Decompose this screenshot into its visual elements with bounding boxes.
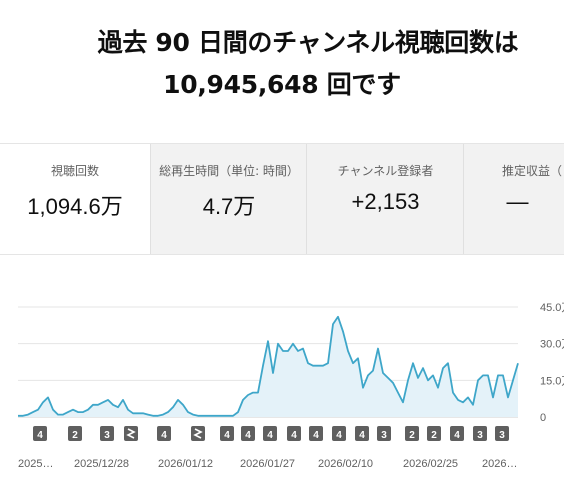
event-marker-count: 4 [245,430,251,441]
tab-views[interactable]: 視聴回数 1,094.6万 [0,144,150,254]
event-marker [263,426,277,441]
y-tick-label: 15.0万 [540,375,564,387]
x-tick-label: 2025/12/28 [74,458,129,470]
event-marker-count: 2 [72,430,78,441]
tab-views-value: 1,094.6万 [27,194,123,219]
x-tick-label: 2026… [482,458,517,470]
event-marker-count: 4 [454,430,460,441]
event-marker [377,426,391,441]
event-marker [68,426,82,441]
x-tick-label: 2026/02/25 [403,458,458,470]
y-tick-label: 30.0万 [540,339,564,351]
event-marker [100,426,114,441]
x-tick-label: 2026/02/10 [318,458,373,470]
event-marker-count: 3 [499,430,505,441]
event-marker [241,426,255,441]
tab-subscribers-label: チャンネル登録者 [337,164,434,178]
tab-watch-time[interactable]: 総再生時間（単位: 時間） 4.7万 [150,144,307,254]
x-tick-label: 2025… [18,458,53,470]
event-marker [157,426,171,441]
tab-subscribers[interactable]: チャンネル登録者 +2,153 [306,144,464,254]
tab-revenue-label: 推定収益（ [502,164,563,178]
event-marker [355,426,369,441]
shorts-icon [193,428,203,439]
event-marker-count: 4 [336,430,342,441]
event-marker [332,426,346,441]
event-marker-count: 4 [161,430,167,441]
shorts-icon [126,428,136,439]
y-tick-label: 45.0万 [540,302,564,314]
event-marker-count: 4 [224,430,230,441]
event-marker [405,426,419,441]
series-line [18,315,519,417]
event-marker-count: 4 [267,430,273,441]
event-marker-count: 2 [431,430,437,441]
tab-views-label: 視聴回数 [50,164,99,178]
metric-tabs: 視聴回数 1,094.6万 総再生時間（単位: 時間） 4.7万 チャンネル登録… [0,143,564,255]
series-area [18,316,518,417]
tab-subscribers-value: +2,153 [351,189,420,214]
tab-revenue-value: — [506,189,529,214]
event-marker [450,426,464,441]
channel-views-headline: 過去 90 日間のチャンネル視聴回数は 10,945,648 回です [0,22,564,106]
x-tick-label: 2026/01/27 [240,458,295,470]
event-marker-count: 4 [313,430,319,441]
tab-estimated-revenue[interactable]: 推定収益（ — [463,144,564,254]
event-marker-count: 4 [37,430,43,441]
y-tick-label: 0 [540,412,546,424]
event-marker [427,426,441,441]
event-marker-count: 2 [409,430,415,441]
headline-line-2: 10,945,648 回です [163,70,401,99]
event-marker-count: 4 [359,430,365,441]
event-marker [495,426,509,441]
views-chart: 45.0万 30.0万 15.0万 0 4 2 3 4 4 4 4 4 4 4 4 3 2 2 4 3 3 2025… 20… [18,302,564,470]
event-marker-count: 4 [291,430,297,441]
event-marker [473,426,487,441]
event-marker [33,426,47,441]
headline-line-1: 過去 90 日間のチャンネル視聴回数は [97,28,519,57]
event-marker-count: 3 [381,430,387,441]
event-marker-count: 3 [477,430,483,441]
event-marker [287,426,301,441]
x-tick-label: 2026/01/12 [158,458,213,470]
event-marker [220,426,234,441]
tab-watch-time-label: 総再生時間（単位: 時間） [159,164,299,178]
tab-watch-time-value: 4.7万 [202,194,256,219]
event-marker [309,426,323,441]
event-marker-count: 3 [104,430,110,441]
